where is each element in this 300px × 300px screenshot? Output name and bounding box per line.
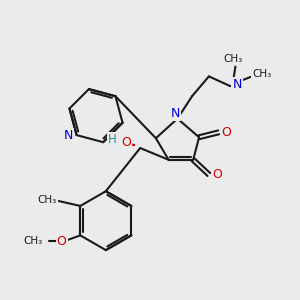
Text: N: N (171, 107, 180, 120)
Text: O: O (212, 168, 222, 181)
Text: N: N (232, 78, 242, 91)
Text: O: O (222, 126, 232, 139)
Text: O: O (57, 235, 67, 248)
Text: O: O (122, 136, 131, 148)
Text: CH₃: CH₃ (224, 54, 243, 64)
Text: H: H (108, 133, 117, 146)
Text: CH₃: CH₃ (38, 195, 57, 205)
Text: N: N (63, 129, 73, 142)
Text: CH₃: CH₃ (24, 236, 43, 246)
Text: CH₃: CH₃ (252, 69, 272, 80)
